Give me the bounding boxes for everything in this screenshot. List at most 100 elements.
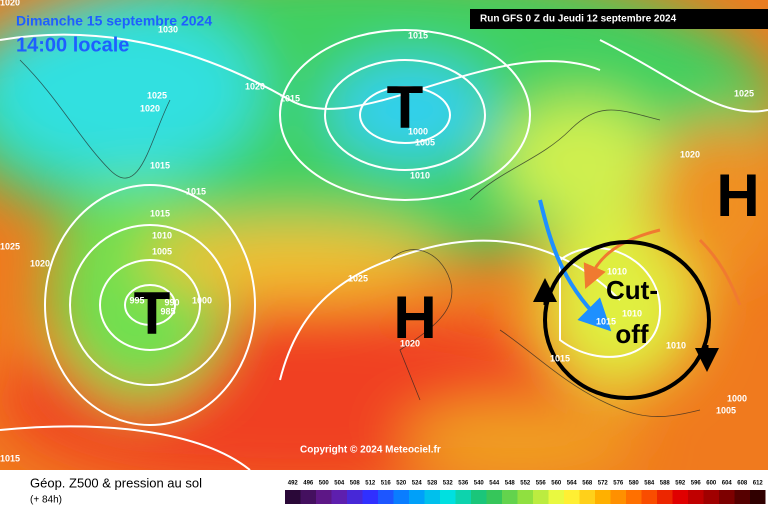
scale-label: 520 [396, 481, 407, 487]
isobar-label: 1015 [408, 30, 428, 40]
scale-label: 608 [737, 481, 748, 487]
scale-label: 516 [381, 481, 392, 487]
scale-swatch [424, 490, 440, 504]
isobar-label: 1015 [280, 93, 300, 103]
scale-swatch [331, 490, 347, 504]
scale-label: 552 [520, 481, 531, 487]
coastlines [19, 59, 701, 417]
scale-label: 536 [458, 481, 469, 487]
scale-label: 556 [536, 481, 547, 487]
footer-title: Géop. Z500 & pression au sol [30, 475, 202, 490]
run-bg [470, 9, 768, 29]
scale-label: 492 [288, 481, 299, 487]
isobar-label: 1005 [152, 246, 172, 256]
scale-label: 596 [691, 481, 702, 487]
scale-label: 540 [474, 481, 485, 487]
scale-swatch [703, 490, 719, 504]
isobar-label: 1005 [716, 405, 736, 415]
scale-swatch [517, 490, 533, 504]
scale-swatch [471, 490, 487, 504]
scale-swatch [533, 490, 549, 504]
isobar-label: 1020 [0, 0, 20, 7]
scale-label: 508 [350, 481, 361, 487]
scale-swatch [750, 490, 766, 504]
scale-label: 500 [319, 481, 330, 487]
scale-swatch [393, 490, 409, 504]
field [0, 0, 768, 470]
annotations [533, 199, 742, 400]
isobar-label: 1020 [245, 81, 265, 91]
copyright: Copyright © 2024 Meteociel.fr [300, 445, 441, 456]
scale-label: 572 [598, 481, 609, 487]
scale-swatch [362, 490, 378, 504]
annotation: Cut- [606, 275, 658, 305]
scale-label: 544 [489, 481, 500, 487]
isobar-label: 985 [160, 306, 175, 316]
scale-swatch [579, 490, 595, 504]
scale-label: 576 [613, 481, 624, 487]
scale-label: 564 [567, 481, 578, 487]
isobar-label: 1015 [150, 208, 170, 218]
scale-swatch [688, 490, 704, 504]
scale-label: 604 [722, 481, 733, 487]
scale-label: 512 [365, 481, 376, 487]
isobar-label: 990 [164, 297, 179, 307]
isobar-label: 1025 [734, 88, 754, 98]
scale-swatch [378, 490, 394, 504]
isobar-label: 1000 [192, 295, 212, 305]
scale-swatch [657, 490, 673, 504]
scale-swatch [347, 490, 363, 504]
scale-label: 568 [582, 481, 593, 487]
scale-swatch [610, 490, 626, 504]
scale-swatch [626, 490, 642, 504]
scale-label: 588 [660, 481, 671, 487]
scale-swatch [719, 490, 735, 504]
annotation: off [615, 319, 649, 349]
isobar-label: 1010 [152, 230, 172, 240]
scale-label: 580 [629, 481, 640, 487]
scale-swatch [548, 490, 564, 504]
isobar-label: 1010 [410, 170, 430, 180]
run-info: Run GFS 0 Z du Jeudi 12 septembre 2024 [480, 14, 677, 25]
isobar-label: 1015 [550, 353, 570, 363]
scale-label: 532 [443, 481, 454, 487]
scale-swatch [486, 490, 502, 504]
pressure-center: H [716, 162, 759, 229]
scale-label: 584 [644, 481, 655, 487]
scale-swatch [502, 490, 518, 504]
isobar-label: 1020 [400, 338, 420, 348]
scale-swatch [595, 490, 611, 504]
scale-swatch [641, 490, 657, 504]
scale-swatch [455, 490, 471, 504]
scale-swatch [734, 490, 750, 504]
scale-label: 600 [706, 481, 717, 487]
isobar-label: 1030 [158, 24, 178, 34]
isobar-label: 1025 [0, 241, 20, 251]
scale-label: 496 [303, 481, 314, 487]
scale-label: 548 [505, 481, 516, 487]
isobar-label: 1000 [408, 126, 428, 136]
scale-swatch [409, 490, 425, 504]
time: 14:00 locale [16, 34, 129, 56]
footer-lead: (+ 84h) [30, 495, 62, 506]
scale-label: 528 [427, 481, 438, 487]
isobar-label: 1025 [348, 273, 368, 283]
scale-swatch [564, 490, 580, 504]
isobar-label: 1010 [666, 340, 686, 350]
isobar-label: 1010 [622, 308, 642, 318]
pressure-center: T [387, 74, 424, 141]
isobar-label: 1020 [680, 149, 700, 159]
isobar-label: 1005 [415, 137, 435, 147]
scale-label: 504 [334, 481, 345, 487]
scale-swatch [285, 490, 301, 504]
isobar-label: 1025 [147, 90, 167, 100]
scale-label: 560 [551, 481, 562, 487]
date: Dimanche 15 septembre 2024 [16, 13, 212, 29]
isobar-label: 1020 [30, 258, 50, 268]
scale-swatch [672, 490, 688, 504]
scale-swatch [300, 490, 316, 504]
isobar-label: 1015 [186, 186, 206, 196]
scale-label: 592 [675, 481, 686, 487]
isobar-label: 1015 [150, 160, 170, 170]
